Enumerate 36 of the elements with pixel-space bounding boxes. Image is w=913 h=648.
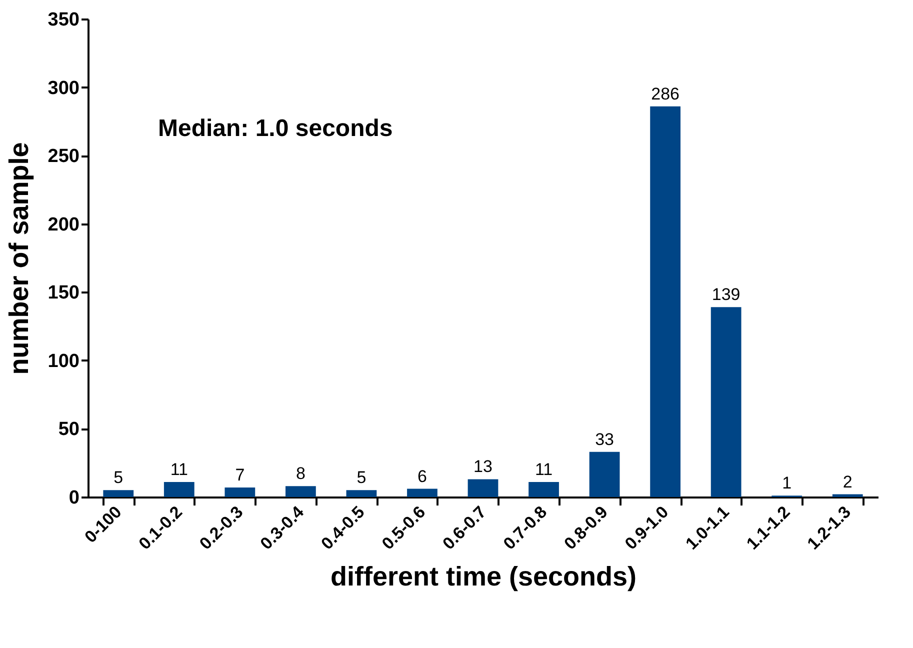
data-label: 7 [235,465,245,484]
data-label: 139 [712,285,740,304]
data-label: 6 [417,466,427,486]
bar [286,486,316,497]
y-tick-label: 200 [48,214,80,236]
data-label: 11 [170,460,188,479]
x-axis-title: different time (seconds) [330,562,637,592]
data-label: 286 [651,84,680,104]
bar [407,488,438,497]
y-tick-label: 100 [48,350,80,372]
data-label: 5 [114,468,124,488]
bar [346,490,377,497]
bar [589,452,620,497]
y-tick-label: 250 [48,146,80,168]
data-label: 11 [534,460,553,479]
bar [224,487,256,497]
y-axis-title: number of sample [4,142,34,375]
bar [164,482,194,497]
bar [832,494,863,497]
y-tick-label: 300 [48,78,80,99]
y-tick-label: 150 [48,282,80,304]
bar [650,106,680,497]
data-label: 13 [474,457,492,476]
bar [528,482,559,497]
annotation: Median: 1.0 seconds [158,115,393,142]
y-tick-label: 50 [58,419,80,440]
bar [103,490,134,497]
bar [468,479,498,497]
data-label: 5 [356,468,366,488]
data-label: 1 [782,474,792,493]
y-tick-label: 0 [68,488,80,508]
bar [710,307,742,497]
data-label: 2 [842,472,852,492]
y-tick-label: 350 [48,10,80,30]
data-label: 33 [595,430,614,449]
data-label: 8 [296,464,306,484]
